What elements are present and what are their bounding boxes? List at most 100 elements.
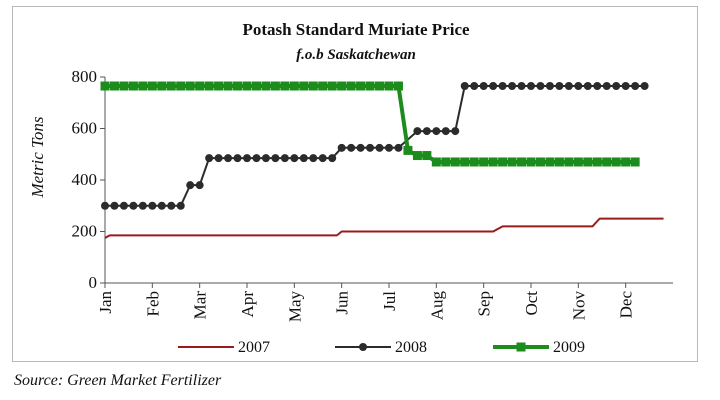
data-point-2008 bbox=[593, 82, 602, 91]
data-point-2009 bbox=[535, 157, 545, 167]
data-point-2008 bbox=[621, 82, 630, 91]
x-tick-label: May bbox=[285, 291, 304, 323]
y-tick-label: 400 bbox=[72, 170, 98, 189]
data-point-2009 bbox=[195, 81, 205, 91]
data-point-2009 bbox=[602, 157, 612, 167]
data-point-2009 bbox=[166, 81, 176, 91]
x-tick-label: Aug bbox=[427, 291, 446, 321]
data-point-2008 bbox=[280, 154, 289, 163]
data-point-2008 bbox=[271, 154, 280, 163]
data-point-2008 bbox=[167, 201, 176, 210]
data-point-2009 bbox=[214, 81, 224, 91]
data-point-2009 bbox=[498, 157, 508, 167]
data-point-2009 bbox=[412, 151, 422, 161]
x-tick-label: Dec bbox=[617, 291, 636, 319]
data-point-2009 bbox=[630, 157, 640, 167]
data-point-2008 bbox=[347, 143, 356, 152]
data-point-2008 bbox=[545, 82, 554, 91]
data-point-2009 bbox=[460, 157, 470, 167]
data-point-2008 bbox=[640, 82, 649, 91]
data-point-2009 bbox=[375, 81, 385, 91]
data-point-2008 bbox=[498, 82, 507, 91]
x-tick-label: Jul bbox=[380, 291, 399, 311]
data-point-2009 bbox=[100, 81, 110, 91]
data-point-2008 bbox=[536, 82, 545, 91]
series-line-2008 bbox=[105, 85, 645, 207]
y-tick-label: 800 bbox=[72, 67, 98, 86]
data-point-2008 bbox=[508, 82, 517, 91]
source-note: Source: Green Market Fertilizer bbox=[14, 372, 222, 389]
data-point-2009 bbox=[545, 157, 555, 167]
data-point-2009 bbox=[554, 157, 564, 167]
data-point-2009 bbox=[517, 157, 527, 167]
data-point-2009 bbox=[318, 81, 328, 91]
data-point-2008 bbox=[129, 201, 138, 210]
data-point-2008 bbox=[337, 143, 346, 152]
legend-swatch-marker bbox=[359, 343, 367, 351]
data-point-2008 bbox=[583, 82, 592, 91]
data-point-2008 bbox=[261, 154, 270, 163]
legend-item-2008: 2008 bbox=[335, 339, 427, 356]
data-point-2009 bbox=[621, 157, 631, 167]
data-point-2009 bbox=[251, 81, 261, 91]
series-line-2007 bbox=[104, 217, 664, 239]
data-point-2008 bbox=[290, 154, 299, 163]
data-point-2008 bbox=[432, 127, 441, 136]
data-point-2008 bbox=[138, 201, 147, 210]
data-point-2009 bbox=[204, 81, 214, 91]
data-point-2009 bbox=[176, 81, 186, 91]
data-point-2008 bbox=[101, 201, 109, 210]
data-point-2008 bbox=[214, 154, 223, 163]
data-point-2009 bbox=[365, 81, 375, 91]
data-point-2008 bbox=[489, 82, 498, 91]
legend-item-2007: 2007 bbox=[178, 339, 270, 356]
data-point-2008 bbox=[157, 201, 166, 210]
data-point-2008 bbox=[441, 127, 450, 136]
data-point-2008 bbox=[243, 154, 251, 163]
x-tick-label: Jan bbox=[96, 291, 115, 314]
data-point-2008 bbox=[564, 82, 573, 91]
y-tick-label: 200 bbox=[72, 222, 98, 241]
data-point-2009 bbox=[289, 81, 299, 91]
data-point-2009 bbox=[242, 81, 252, 91]
chart-title: Potash Standard Muriate Price bbox=[242, 20, 470, 39]
data-point-2008 bbox=[612, 82, 621, 91]
data-point-2008 bbox=[299, 154, 308, 163]
data-point-2008 bbox=[186, 181, 195, 190]
data-point-2008 bbox=[479, 82, 488, 91]
data-point-2008 bbox=[555, 82, 564, 91]
data-point-2009 bbox=[488, 157, 498, 167]
data-point-2009 bbox=[299, 81, 309, 91]
data-point-2009 bbox=[346, 81, 356, 91]
data-point-2008 bbox=[356, 143, 365, 152]
data-point-2008 bbox=[119, 201, 128, 210]
data-point-2009 bbox=[270, 81, 280, 91]
data-point-2008 bbox=[394, 143, 403, 152]
data-point-2008 bbox=[318, 154, 327, 163]
data-point-2009 bbox=[564, 157, 574, 167]
data-point-2008 bbox=[451, 127, 460, 136]
data-point-2008 bbox=[422, 127, 431, 136]
data-point-2008 bbox=[574, 82, 583, 91]
data-point-2008 bbox=[195, 181, 204, 190]
data-point-2008 bbox=[460, 82, 469, 91]
data-point-2008 bbox=[631, 82, 640, 91]
data-point-2008 bbox=[252, 154, 261, 163]
data-point-2008 bbox=[148, 201, 157, 210]
y-tick-label: 600 bbox=[72, 119, 98, 138]
data-point-2009 bbox=[327, 81, 337, 91]
data-point-2008 bbox=[233, 154, 242, 163]
y-axis-label: Metric Tons bbox=[28, 116, 47, 198]
data-point-2008 bbox=[205, 154, 214, 163]
data-point-2009 bbox=[441, 157, 451, 167]
legend-swatch-marker bbox=[516, 342, 526, 352]
legend-label: 2009 bbox=[553, 339, 585, 356]
data-point-2009 bbox=[157, 81, 167, 91]
data-point-2009 bbox=[147, 81, 157, 91]
data-point-2009 bbox=[507, 157, 517, 167]
chart-subtitle: f.o.b Saskatchewan bbox=[296, 47, 416, 63]
data-point-2008 bbox=[176, 201, 185, 210]
y-tick-label: 0 bbox=[89, 273, 98, 292]
x-tick-label: Feb bbox=[143, 291, 162, 317]
data-point-2009 bbox=[337, 81, 347, 91]
